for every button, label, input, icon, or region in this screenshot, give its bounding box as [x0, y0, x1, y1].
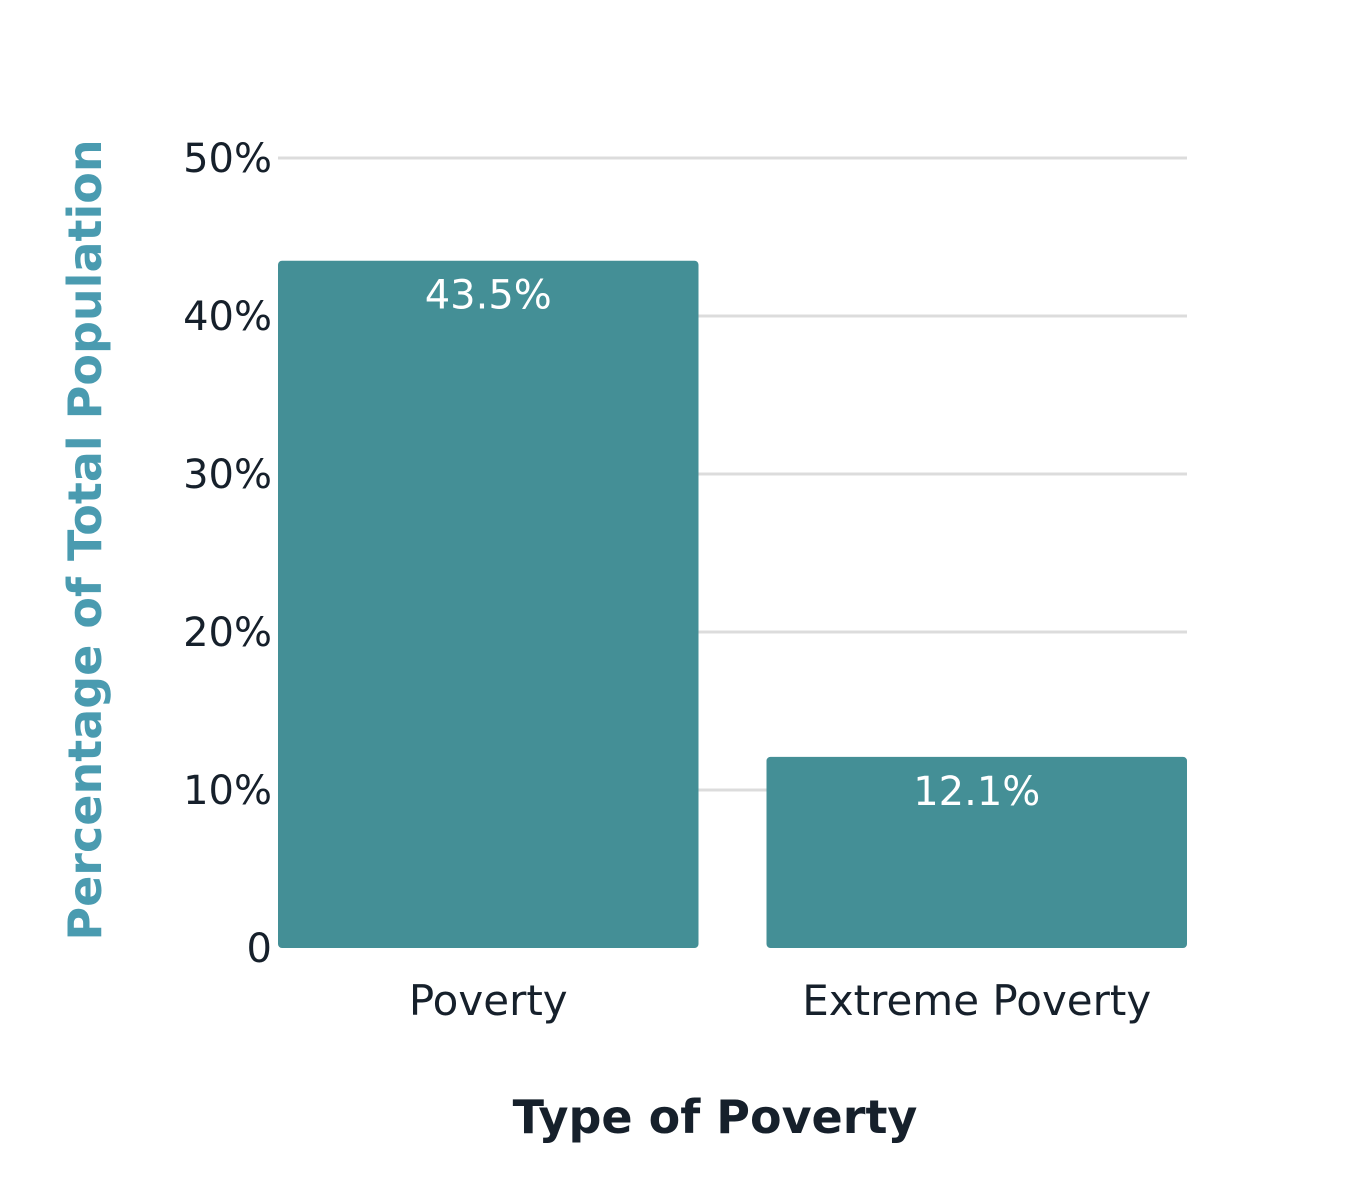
y-tick-label: 50%: [183, 136, 272, 182]
bar-data-labels: 43.5% 12.1%: [425, 273, 1041, 815]
y-tick-labels: 0 10% 20% 30% 40% 50%: [183, 136, 272, 972]
bar-data-label: 12.1%: [913, 769, 1040, 815]
x-category-labels: Poverty Extreme Poverty: [409, 976, 1151, 1025]
y-axis-title: Percentage of Total Population: [58, 139, 112, 940]
y-tick-label: 10%: [183, 768, 272, 814]
bar-data-label: 43.5%: [425, 273, 552, 319]
bar: [766, 756, 1187, 948]
x-axis-title: Type of Poverty: [513, 1090, 918, 1144]
y-tick-label: 30%: [183, 452, 272, 498]
bars: [278, 260, 1187, 948]
x-category-label: Poverty: [409, 976, 568, 1025]
y-tick-label: 0: [247, 926, 272, 972]
y-tick-label: 40%: [183, 294, 272, 340]
y-tick-label: 20%: [183, 610, 272, 656]
bar: [278, 260, 699, 948]
x-category-label: Extreme Poverty: [802, 976, 1151, 1025]
